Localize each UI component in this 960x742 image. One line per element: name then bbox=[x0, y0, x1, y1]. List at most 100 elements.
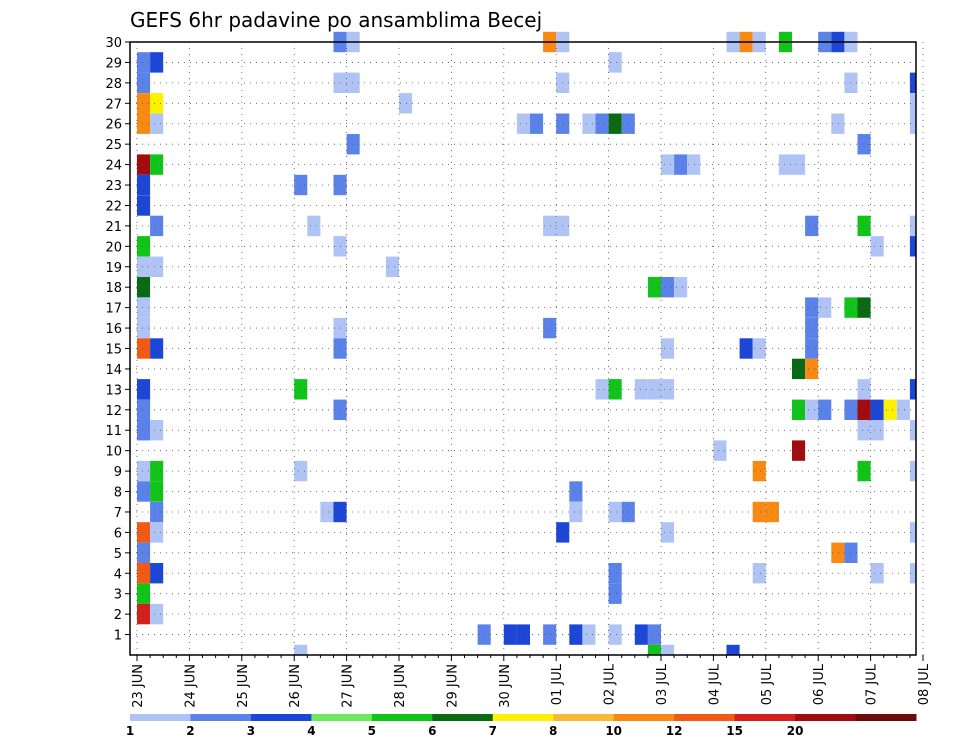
heatmap-cell bbox=[294, 460, 308, 482]
x-tick-label: 06 JUL bbox=[812, 663, 827, 705]
heatmap-cell bbox=[608, 52, 622, 73]
heatmap-cell bbox=[150, 52, 164, 73]
heatmap-cell bbox=[909, 522, 916, 543]
grid-lines bbox=[130, 41, 924, 655]
heatmap-cell bbox=[909, 420, 916, 441]
heatmap-cell bbox=[909, 236, 916, 257]
y-tick-label: 21 bbox=[105, 220, 122, 235]
y-tick-label: 17 bbox=[105, 302, 122, 317]
heatmap-cell bbox=[137, 154, 151, 175]
x-tick-label: 24 JUN bbox=[183, 664, 198, 708]
heatmap-cell bbox=[137, 297, 151, 318]
heatmap-cell bbox=[805, 215, 819, 237]
heatmap-cell bbox=[399, 93, 413, 114]
heatmap-cell bbox=[137, 522, 151, 543]
heatmap-cell bbox=[805, 358, 819, 380]
heatmap-cell bbox=[909, 379, 916, 400]
colorbar-label: 6 bbox=[428, 724, 436, 738]
colorbar-label: 12 bbox=[666, 724, 683, 738]
heatmap-cell bbox=[647, 644, 661, 655]
heatmap-cell bbox=[818, 297, 832, 318]
heatmap-cell bbox=[294, 644, 308, 655]
heatmap-cell bbox=[150, 113, 164, 134]
y-tick-label: 8 bbox=[114, 486, 122, 501]
heatmap-cell bbox=[137, 399, 151, 420]
colorbar-swatch bbox=[130, 714, 191, 721]
heatmap-cell bbox=[569, 481, 583, 502]
heatmap-cell bbox=[137, 93, 151, 114]
heatmap-cell bbox=[137, 420, 151, 441]
heatmap-cell bbox=[713, 440, 727, 461]
heatmap-cell bbox=[909, 113, 916, 134]
heatmap-cell bbox=[150, 460, 164, 482]
heatmap-cell bbox=[661, 277, 675, 298]
colorbar-swatch bbox=[734, 714, 796, 721]
colorbar-label: 7 bbox=[489, 724, 497, 738]
heatmap-cell bbox=[137, 277, 151, 298]
heatmap-cell bbox=[137, 236, 151, 257]
heatmap-cell bbox=[647, 277, 661, 298]
heatmap-cell bbox=[752, 338, 766, 359]
heatmap-cell bbox=[516, 624, 530, 645]
colorbar-swatch bbox=[190, 714, 252, 721]
y-tick-label: 1 bbox=[114, 629, 122, 644]
heatmap-cell bbox=[137, 317, 151, 339]
y-tick-label: 12 bbox=[105, 404, 122, 419]
heatmap-cell bbox=[909, 563, 916, 584]
y-tick-label: 30 bbox=[105, 36, 122, 51]
heatmap-cell bbox=[385, 256, 399, 277]
heatmap-cell bbox=[137, 338, 151, 359]
heatmap-cell bbox=[831, 542, 845, 563]
heatmap-cell bbox=[674, 154, 688, 175]
heatmap-cell bbox=[137, 72, 151, 93]
colorbar-label: 8 bbox=[549, 724, 557, 738]
heatmap-cell bbox=[503, 624, 517, 645]
y-tick-label: 19 bbox=[105, 261, 122, 276]
x-tick-label: 02 JUL bbox=[603, 663, 618, 705]
x-tick-label: 01 JUL bbox=[550, 663, 565, 705]
heatmap-cell bbox=[294, 379, 308, 400]
heatmap-cell bbox=[137, 481, 151, 502]
heatmap-cell bbox=[150, 501, 164, 523]
heatmap-cell bbox=[857, 420, 871, 441]
colorbar-label: 1 bbox=[126, 724, 134, 738]
heatmap-cell bbox=[608, 379, 622, 400]
colorbar-swatch bbox=[855, 714, 917, 721]
heatmap-cell bbox=[778, 154, 792, 175]
heatmap-cell bbox=[726, 644, 740, 655]
y-tick-label: 6 bbox=[114, 526, 122, 541]
heatmap-cell bbox=[805, 297, 819, 318]
x-tick-label: 26 JUN bbox=[288, 664, 303, 708]
heatmap-cell bbox=[909, 460, 916, 482]
heatmap-cell bbox=[595, 379, 609, 400]
heatmap-cell bbox=[595, 113, 609, 134]
heatmap-cell bbox=[752, 563, 766, 584]
heatmap-cell bbox=[687, 154, 701, 175]
colorbar-label: 15 bbox=[726, 724, 743, 738]
plot-frame bbox=[129, 41, 917, 656]
heatmap-cell bbox=[346, 134, 360, 155]
x-tick-label: 27 JUN bbox=[341, 664, 356, 708]
heatmap-cell bbox=[792, 399, 806, 420]
heatmap-cell bbox=[137, 379, 151, 400]
x-tick-label: 28 JUN bbox=[393, 664, 408, 708]
y-tick-label: 5 bbox=[114, 547, 122, 562]
heatmap-cell bbox=[516, 113, 530, 134]
heatmap-cell bbox=[543, 215, 557, 237]
heatmap-cell bbox=[805, 399, 819, 420]
heatmap-cell bbox=[608, 563, 622, 584]
x-tick-label: 04 JUL bbox=[707, 663, 722, 705]
heatmap-cell bbox=[608, 113, 622, 134]
heatmap-cell bbox=[569, 624, 583, 645]
heatmap-cell bbox=[818, 399, 832, 420]
colorbar-swatch bbox=[613, 714, 675, 721]
x-tick-label: 08 JUL bbox=[917, 663, 932, 705]
y-tick-label: 15 bbox=[105, 343, 122, 358]
heatmap-cell bbox=[661, 644, 675, 655]
chart-title: GEFS 6hr padavine po ansamblima Becej bbox=[130, 8, 542, 32]
heatmap-cell bbox=[150, 154, 164, 175]
heatmap-cell bbox=[634, 379, 648, 400]
heatmap-cell bbox=[320, 501, 334, 523]
heatmap-cell bbox=[150, 215, 164, 237]
heatmap-cell bbox=[805, 338, 819, 359]
